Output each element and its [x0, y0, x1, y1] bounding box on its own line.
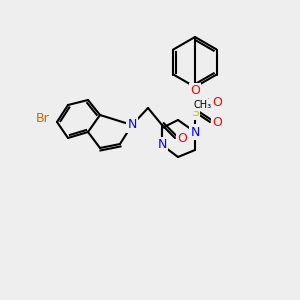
Text: O: O: [190, 85, 200, 98]
Text: CH₃: CH₃: [194, 100, 212, 110]
Text: N: N: [190, 125, 200, 139]
Text: O: O: [177, 131, 187, 145]
Text: N: N: [157, 139, 167, 152]
Text: N: N: [127, 118, 137, 131]
Text: O: O: [212, 116, 222, 128]
Text: Br: Br: [36, 112, 50, 125]
Text: S: S: [191, 106, 199, 118]
Text: O: O: [212, 95, 222, 109]
